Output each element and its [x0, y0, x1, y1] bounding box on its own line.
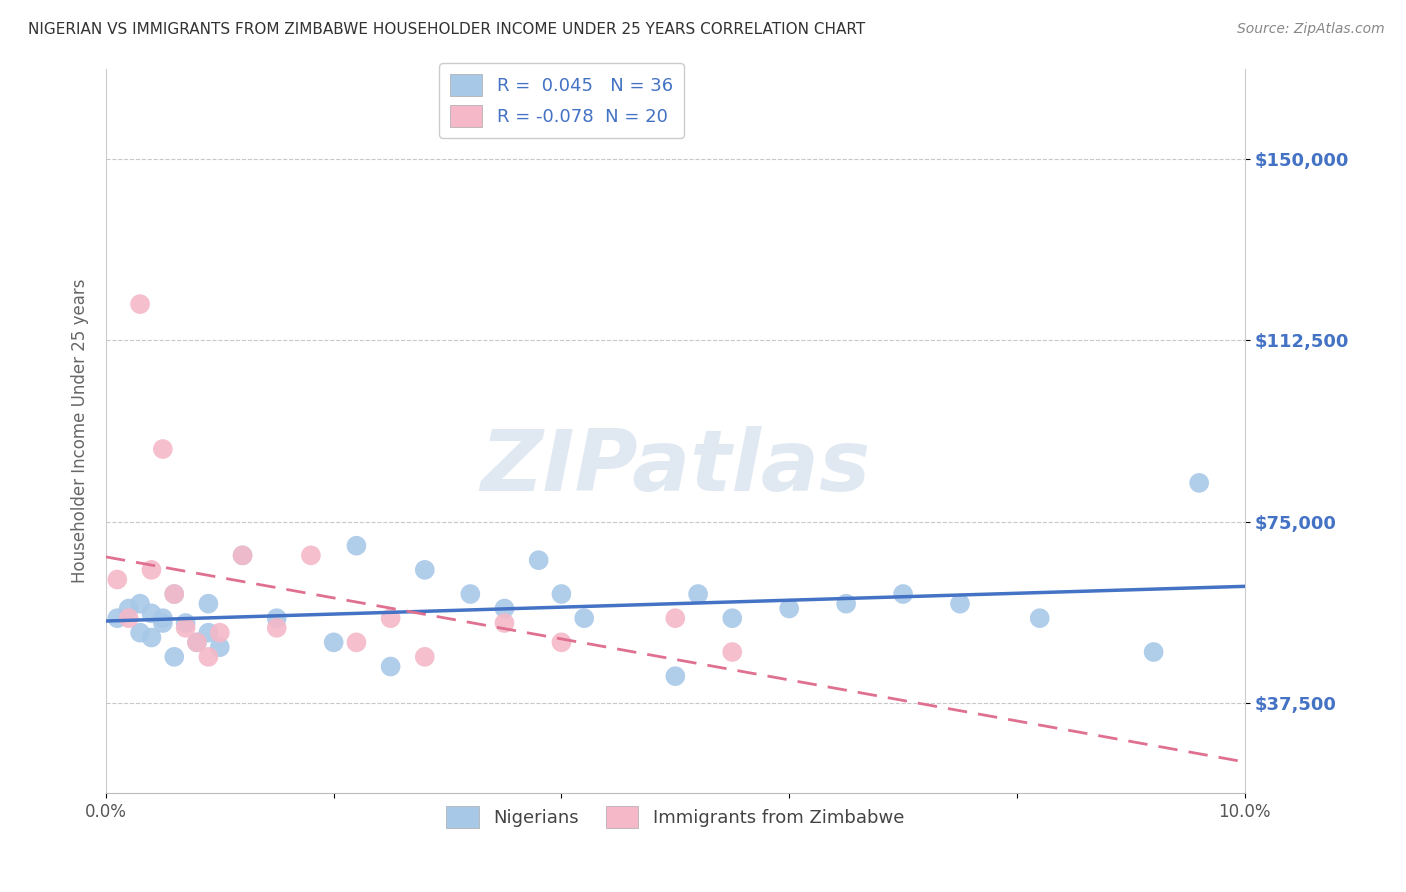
Point [527, 553, 550, 567]
Point [208, 640, 231, 655]
Point [346, 635, 368, 649]
Point [380, 659, 402, 673]
Point [163, 649, 186, 664]
Point [266, 621, 288, 635]
Point [118, 611, 141, 625]
Point [494, 601, 516, 615]
Point [141, 563, 163, 577]
Y-axis label: Householder Income Under 25 years: Householder Income Under 25 years [72, 278, 89, 583]
Point [152, 442, 174, 456]
Point [197, 597, 219, 611]
Point [664, 669, 686, 683]
Point [186, 635, 208, 649]
Point [346, 539, 368, 553]
Point [1188, 475, 1211, 490]
Text: NIGERIAN VS IMMIGRANTS FROM ZIMBABWE HOUSEHOLDER INCOME UNDER 25 YEARS CORRELATI: NIGERIAN VS IMMIGRANTS FROM ZIMBABWE HOU… [28, 22, 865, 37]
Point [891, 587, 914, 601]
Point [141, 607, 163, 621]
Point [322, 635, 344, 649]
Point [163, 587, 186, 601]
Legend: Nigerians, Immigrants from Zimbabwe: Nigerians, Immigrants from Zimbabwe [439, 798, 911, 835]
Text: Source: ZipAtlas.com: Source: ZipAtlas.com [1237, 22, 1385, 37]
Point [266, 611, 288, 625]
Point [664, 611, 686, 625]
Point [186, 635, 208, 649]
Point [152, 615, 174, 630]
Point [413, 649, 436, 664]
Point [105, 573, 128, 587]
Point [413, 563, 436, 577]
Point [949, 597, 972, 611]
Point [299, 549, 322, 563]
Point [550, 587, 572, 601]
Point [688, 587, 710, 601]
Text: ZIPatlas: ZIPatlas [481, 425, 870, 508]
Point [380, 611, 402, 625]
Point [152, 611, 174, 625]
Point [574, 611, 596, 625]
Point [550, 635, 572, 649]
Point [197, 649, 219, 664]
Point [460, 587, 482, 601]
Point [129, 297, 152, 311]
Point [105, 611, 128, 625]
Point [1028, 611, 1050, 625]
Point [721, 645, 744, 659]
Point [494, 615, 516, 630]
Point [232, 549, 254, 563]
Point [174, 621, 197, 635]
Point [835, 597, 858, 611]
Point [232, 549, 254, 563]
Point [197, 625, 219, 640]
Point [1142, 645, 1164, 659]
Point [721, 611, 744, 625]
Point [208, 625, 231, 640]
Point [174, 615, 197, 630]
Point [778, 601, 800, 615]
Point [163, 587, 186, 601]
Point [129, 597, 152, 611]
Point [129, 625, 152, 640]
Point [118, 601, 141, 615]
Point [141, 631, 163, 645]
